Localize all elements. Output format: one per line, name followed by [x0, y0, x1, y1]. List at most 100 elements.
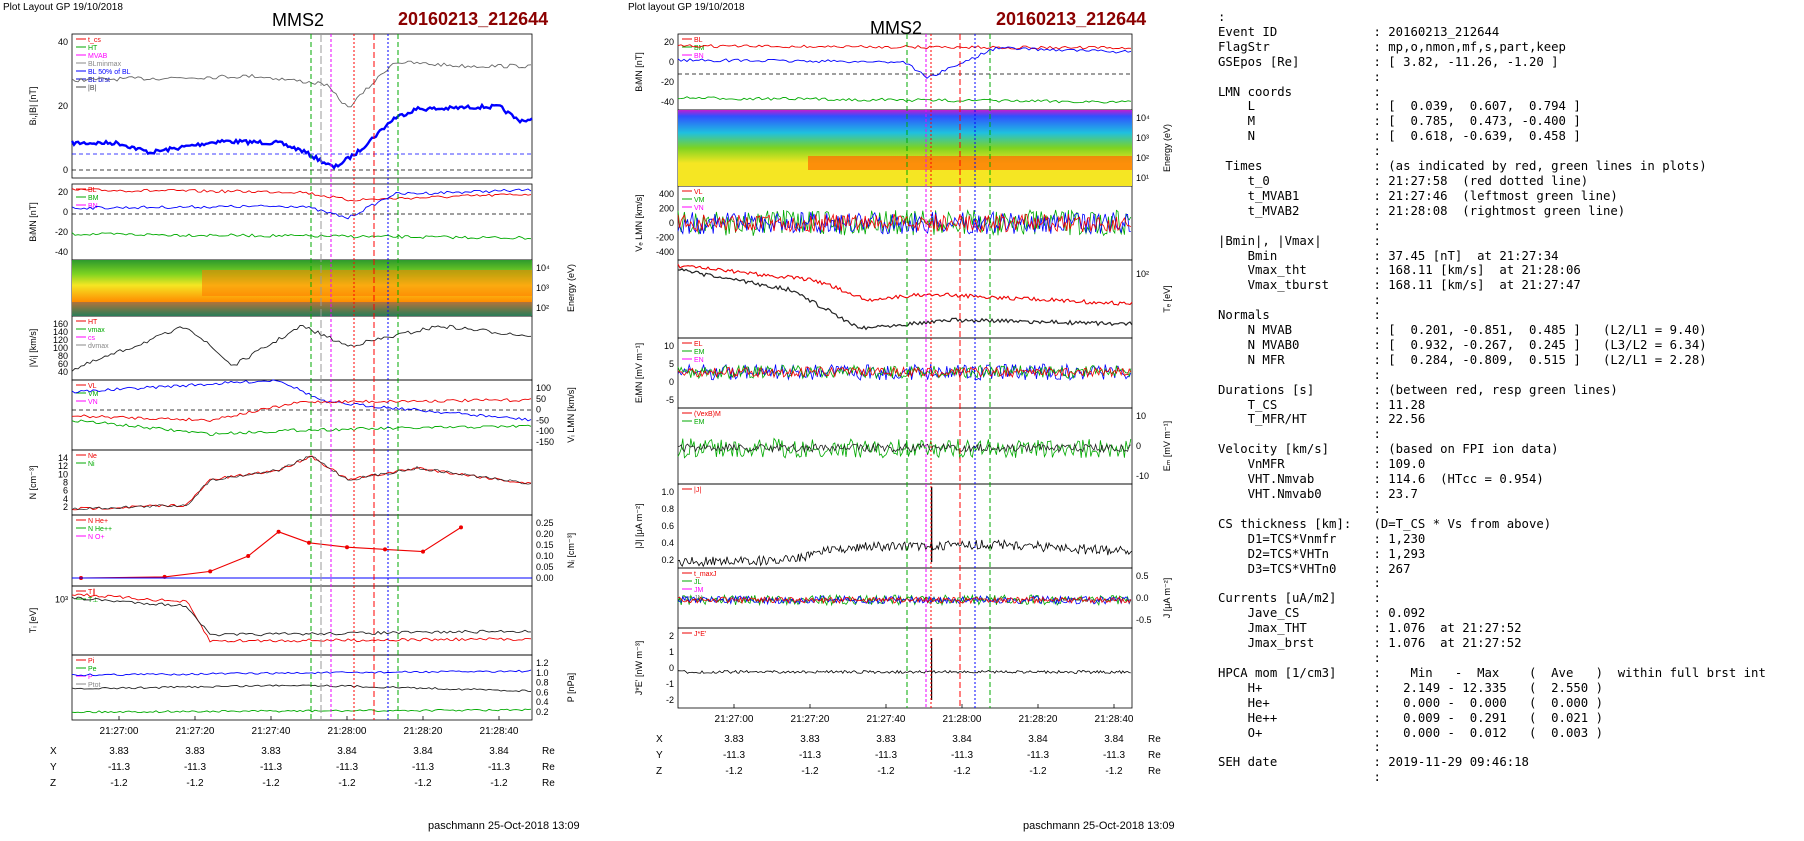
time-tick-label: 21:27:00 — [715, 714, 754, 725]
electron-spectrogram — [678, 110, 1132, 186]
info-line: Bmin : 37.45 [nT] at 21:27:34 — [1247, 248, 1559, 263]
y-tick-label: 5 — [669, 359, 674, 369]
y-tick-label: -150 — [536, 437, 554, 447]
position-value: 3.84 — [1104, 734, 1124, 745]
y-tick-label: -20 — [55, 227, 68, 237]
vn-trace — [71, 419, 532, 436]
time-tick-label: 21:28:20 — [404, 726, 443, 737]
position-value: -11.3 — [951, 750, 973, 761]
y-tick-label: 0 — [63, 165, 68, 175]
middle-plot-layout: Plot layout GP 19/10/2018 — [628, 2, 745, 13]
middle-event-title: 20160213_212644 — [996, 9, 1147, 29]
legend-label: MVAB — [88, 53, 108, 60]
position-value: -1.2 — [110, 778, 128, 789]
position-value: 3.84 — [489, 746, 509, 757]
b-magnitude-line — [71, 60, 532, 108]
position-value: -1.2 — [186, 778, 204, 789]
position-value: 3.83 — [876, 734, 896, 745]
y-tick-label: 10² — [1136, 153, 1149, 163]
y-axis-label: |Vᵢ| [km/s] — [28, 329, 38, 368]
t-perp-trace — [71, 596, 531, 637]
info-line: : — [1373, 144, 1381, 159]
time-tick-label: 21:27:20 — [791, 714, 830, 725]
info-line: HPCA mom [1/cm3] : Min - Max ( Ave ) wit… — [1218, 665, 1766, 680]
info-line: H+ : 2.149 - 12.335 ( 2.550 ) — [1247, 680, 1603, 695]
bn-trace — [677, 96, 1132, 104]
y-tick-label: 0.6 — [661, 521, 674, 531]
y-tick-label: 0.20 — [536, 529, 554, 539]
position-unit: Re — [1148, 766, 1161, 777]
y-tick-label: 400 — [659, 189, 674, 199]
bn-trace — [71, 232, 532, 240]
legend-label: EL — [694, 341, 703, 348]
position-value: -11.3 — [108, 762, 130, 773]
legend-label: BL brst — [88, 77, 110, 84]
position-value: 3.83 — [109, 746, 129, 757]
info-line: Jmax_THT : 1.076 at 21:27:52 — [1247, 621, 1522, 636]
y-tick-label: 10⁴ — [536, 263, 550, 273]
y-tick-label: 40 — [58, 37, 68, 47]
info-line: Vmax_tburst : 168.11 [km/s] at 21:27:47 — [1247, 278, 1581, 293]
y-tick-label: 20 — [58, 101, 68, 111]
position-value: 3.83 — [800, 734, 820, 745]
middle-footer: paschmann 25-Oct-2018 13:09 — [1023, 820, 1175, 832]
time-tick-label: 21:27:40 — [867, 714, 906, 725]
position-value: -1.2 — [953, 766, 971, 777]
legend-label: VL — [88, 383, 97, 390]
y-tick-label: 0 — [63, 207, 68, 217]
legend-label: VM — [88, 391, 99, 398]
position-value: 3.84 — [952, 734, 972, 745]
info-line: : — [1373, 740, 1381, 755]
y-tick-label: 100 — [536, 383, 551, 393]
y-tick-label: 10⁴ — [1136, 113, 1150, 123]
position-row-label: Z — [656, 766, 662, 777]
position-unit: Re — [1148, 734, 1161, 745]
y-tick-label: 0.6 — [536, 687, 549, 697]
y-tick-label: -50 — [536, 415, 549, 425]
legend-label: Pe — [88, 666, 97, 673]
info-line: : — [1218, 10, 1226, 24]
legend-label: EM — [694, 349, 705, 356]
y-tick-label: -5 — [666, 395, 674, 405]
position-value: -11.3 — [488, 762, 510, 773]
y-axis-label: Eₘ [mV m⁻¹] — [1162, 421, 1172, 471]
position-value: -1.2 — [1029, 766, 1047, 777]
position-unit: Re — [542, 778, 555, 789]
p-electron-trace — [71, 708, 532, 714]
j-lmn-trace — [677, 594, 1132, 606]
y-axis-label: Tₑ [eV] — [1162, 285, 1172, 312]
info-line: M : [ 0.785, 0.473, -0.400 ] — [1247, 114, 1581, 129]
position-value: -1.2 — [414, 778, 432, 789]
info-line: Velocity [km/s] : (based on FPI ion data… — [1218, 442, 1559, 457]
position-unit: Re — [542, 762, 555, 773]
bl-trace — [71, 188, 532, 202]
time-tick-label: 21:28:00 — [943, 714, 982, 725]
y-tick-label: -0.5 — [1136, 615, 1152, 625]
y-tick-label: 10¹ — [1136, 173, 1149, 183]
y-tick-label: 0.0 — [1136, 593, 1149, 603]
position-value: 3.84 — [1028, 734, 1048, 745]
y-tick-label: -20 — [661, 77, 674, 87]
y-tick-label: 10³ — [1136, 133, 1149, 143]
t-parallel-trace — [71, 593, 532, 643]
y-tick-label: 10² — [536, 303, 549, 313]
y-axis-label: Energy (eV) — [566, 264, 576, 312]
legend-label: |B| — [88, 85, 96, 92]
position-value: 3.83 — [261, 746, 281, 757]
y-tick-label: -400 — [656, 247, 674, 257]
legend-label: BM — [694, 45, 705, 52]
y-tick-label: 0.25 — [536, 518, 554, 528]
info-line: VHT.Nmvab0 : 23.7 — [1247, 487, 1418, 501]
info-line: VHT.Nmvab : 114.6 (HTcc = 0.954) — [1247, 472, 1544, 487]
info-line: : — [1373, 576, 1381, 591]
legend-label: JL — [694, 579, 702, 586]
legend-label: cs — [88, 335, 96, 342]
position-row-label: Y — [656, 750, 663, 761]
y-tick-label: -100 — [536, 426, 554, 436]
vl-trace — [71, 379, 532, 422]
info-line: He+ : 0.000 - 0.000 ( 0.000 ) — [1247, 695, 1603, 710]
y-tick-label: 0.8 — [536, 678, 549, 688]
position-value: -11.3 — [336, 762, 358, 773]
te-par-trace — [678, 268, 1133, 331]
